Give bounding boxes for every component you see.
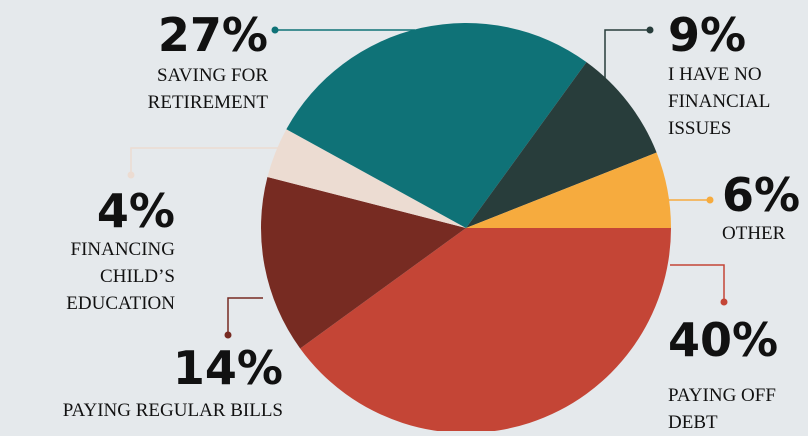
slice-label: I HAVE NO FINANCIAL ISSUES [668, 64, 770, 139]
value-label: 27% [157, 8, 268, 62]
slice-label: FINANCING CHILD’S EDUCATION [66, 239, 175, 314]
leader-dot [720, 298, 728, 306]
leader-line [227, 297, 263, 335]
pie-slice [466, 152, 671, 228]
leader-dot [646, 26, 654, 34]
leader-dot [127, 171, 135, 179]
leader-dot [224, 331, 232, 339]
slice-label: PAYING REGULAR BILLS [62, 400, 283, 421]
value-label: 40% [668, 313, 779, 367]
slice-label: PAYING OFF DEBT [668, 385, 776, 433]
pie-slice [300, 228, 671, 431]
slice-label: SAVING FOR RETIREMENT [147, 65, 268, 113]
pie-slice [267, 129, 466, 228]
value-label: 14% [172, 341, 283, 395]
leader-dot [271, 26, 279, 34]
leader-line [604, 29, 650, 80]
value-label: 4% [96, 184, 175, 238]
value-label: 9% [668, 8, 747, 62]
value-label: 6% [722, 168, 801, 222]
pie-slice [261, 177, 466, 349]
leader-line [130, 147, 278, 175]
leader-line [670, 264, 725, 302]
pie-slice [286, 22, 587, 229]
slice-label: OTHER [722, 223, 786, 244]
pie-slice [466, 62, 657, 228]
leader-dot [706, 196, 714, 204]
